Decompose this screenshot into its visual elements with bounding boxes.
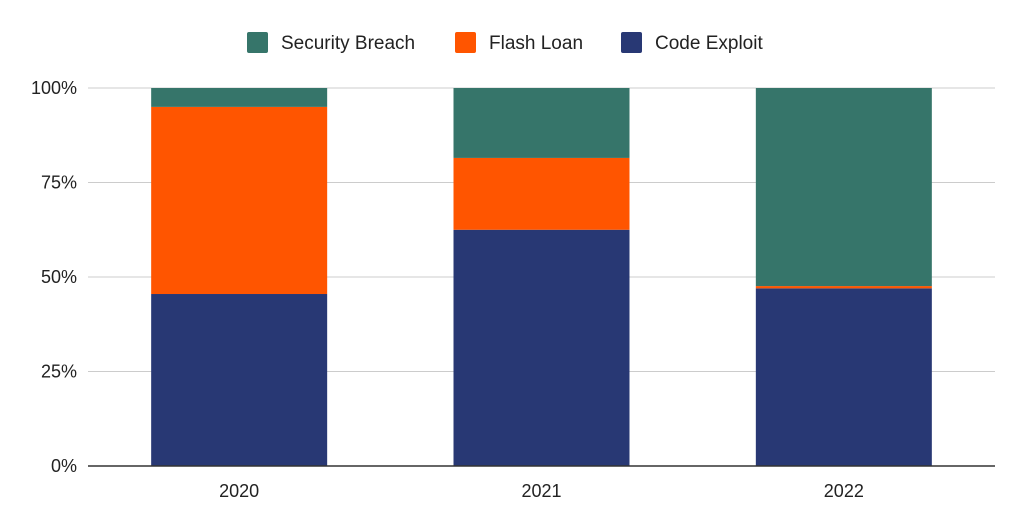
bar-code-exploit-2022 bbox=[755, 288, 932, 466]
legend-swatch-security-breach bbox=[247, 32, 268, 53]
y-tick-label-75: 75% bbox=[41, 173, 77, 193]
bar-code-exploit-2021 bbox=[453, 229, 630, 466]
bar-code-exploit-2020 bbox=[151, 294, 328, 466]
bars bbox=[151, 88, 932, 466]
legend: Security Breach Flash Loan Code Exploit bbox=[247, 32, 763, 54]
bar-security-breach-2021 bbox=[453, 88, 630, 158]
axes: 0% 25% 50% 75% 100% 2020 2021 2022 bbox=[31, 78, 995, 501]
x-tick-label-2020: 2020 bbox=[219, 481, 259, 501]
bar-security-breach-2022 bbox=[755, 88, 932, 287]
legend-swatch-code-exploit bbox=[621, 32, 642, 53]
x-tick-label-2021: 2021 bbox=[521, 481, 561, 501]
y-tick-label-0: 0% bbox=[51, 456, 77, 476]
y-tick-label-100: 100% bbox=[31, 78, 77, 98]
y-tick-label-50: 50% bbox=[41, 267, 77, 287]
legend-label-flash-loan: Flash Loan bbox=[489, 33, 583, 54]
legend-item-security-breach: Security Breach bbox=[247, 32, 415, 54]
bar-security-breach-2020 bbox=[151, 88, 328, 107]
legend-label-security-breach: Security Breach bbox=[281, 33, 415, 54]
legend-item-code-exploit: Code Exploit bbox=[621, 32, 763, 54]
bar-flash-loan-2022 bbox=[755, 286, 932, 289]
legend-item-flash-loan: Flash Loan bbox=[455, 32, 583, 54]
bar-flash-loan-2021 bbox=[453, 157, 630, 230]
legend-label-code-exploit: Code Exploit bbox=[655, 33, 763, 54]
bar-flash-loan-2020 bbox=[151, 106, 328, 295]
y-tick-label-25: 25% bbox=[41, 362, 77, 382]
legend-swatch-flash-loan bbox=[455, 32, 476, 53]
x-tick-label-2022: 2022 bbox=[824, 481, 864, 501]
